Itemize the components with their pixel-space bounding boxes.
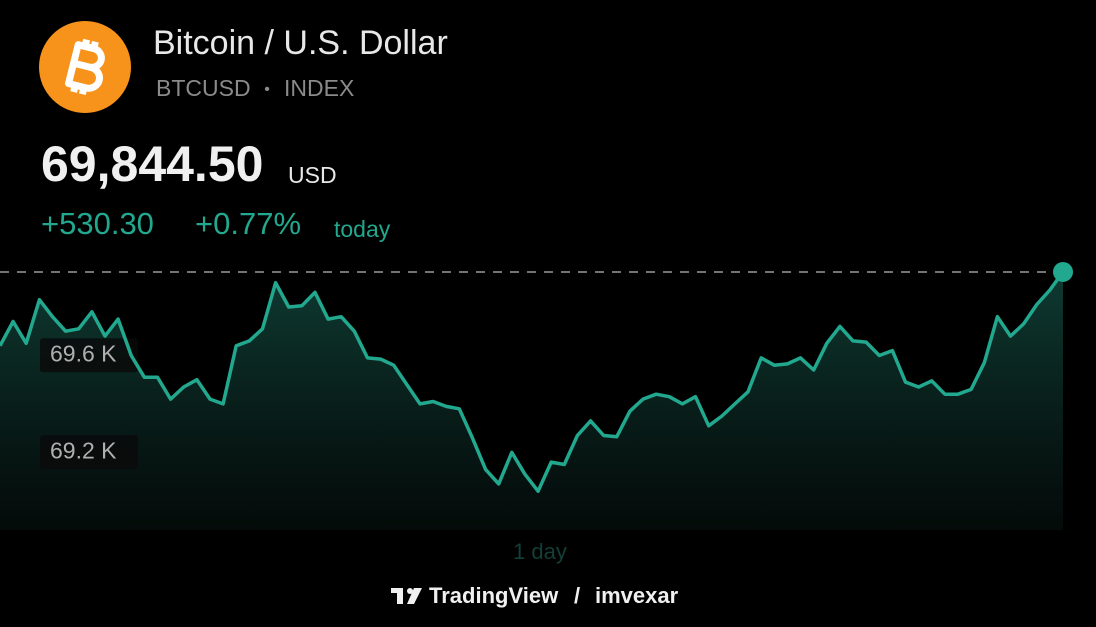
change: +530.30 [41,206,154,241]
last-point [1053,261,1073,282]
tradingview-logo [391,588,422,604]
period: today [334,216,391,242]
y-tick-label-bg [40,338,138,373]
currency: USD [288,162,337,188]
area [0,271,1063,530]
y-tick-label: 69.6 K [50,340,117,366]
exchange: INDEX [284,75,354,101]
footer-separator: / [574,583,580,608]
change-percent: +0.77% [195,206,301,241]
y-tick-label: 69.2 K [50,437,117,463]
separator: • [264,81,270,98]
bitcoin-logo [39,21,131,113]
author: imvexar [595,583,679,608]
plot: 69.6 K 69.2 K [0,261,1073,530]
price-line [0,270,1065,493]
footer: TradingView / imvexar [391,583,679,608]
y-tick-label-bg [40,435,138,470]
range-label: 1 day [513,539,567,564]
price: 69,844.50 [41,136,263,192]
title: Bitcoin / U.S. Dollar [153,24,448,62]
symbol: BTCUSD [156,75,251,101]
brand: TradingView [429,583,559,608]
